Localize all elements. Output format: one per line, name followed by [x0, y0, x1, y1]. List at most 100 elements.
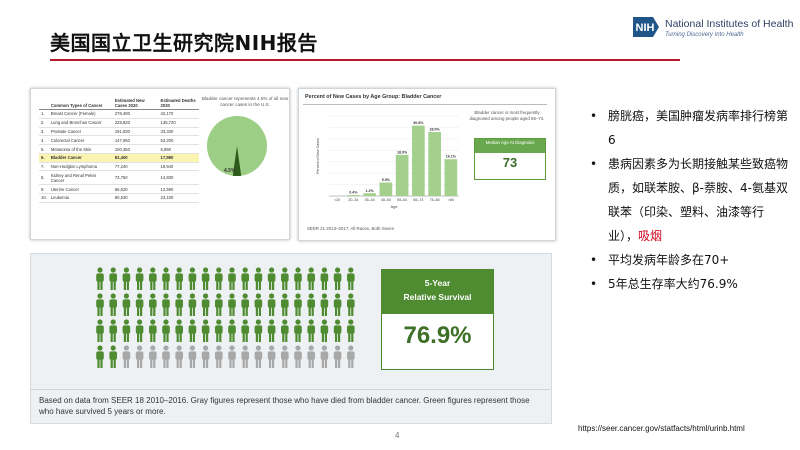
person-icon — [228, 293, 236, 316]
table-row: 1. Breast Cancer (Female) 276,480 42,170 — [39, 109, 199, 119]
person-icon — [109, 345, 117, 368]
table-header-row: Common Types of Cancer Estimated New Cas… — [39, 97, 199, 110]
table-header-type: Common Types of Cancer — [48, 97, 113, 110]
nih-logo-mark-icon: NIH — [633, 17, 659, 37]
slide-title: 美国国立卫生研究院NIH报告 — [50, 31, 318, 55]
person-icon — [96, 267, 104, 290]
person-icon — [188, 345, 197, 368]
table-header-cases: Estimated New Cases 2020 — [112, 97, 159, 110]
table-cell-rank: 7. — [39, 162, 49, 172]
person-icon — [122, 293, 131, 316]
person-icon — [307, 293, 315, 316]
bar-7 — [444, 159, 458, 196]
person-icon — [241, 293, 249, 316]
x-tick-label: 55–64 — [397, 198, 407, 202]
person-icon — [122, 267, 131, 290]
x-tick-label: >84 — [448, 198, 454, 202]
table-cell-rank: 8. — [39, 170, 49, 186]
bar-1 — [347, 195, 360, 196]
table-cell-deaths: 53,200 — [158, 135, 199, 146]
person-icon — [347, 293, 355, 316]
person-icon — [162, 345, 170, 368]
table-cell-rank: 4. — [39, 135, 49, 146]
table-cell-type: Prostate Cancer — [48, 127, 113, 137]
person-icon — [175, 293, 183, 316]
table-cell-deaths: 19,940 — [158, 162, 199, 172]
common-cancers-table: Common Types of Cancer Estimated New Cas… — [39, 97, 199, 203]
person-icon — [267, 345, 276, 368]
person-icon — [162, 267, 170, 290]
bullet-item: 平均发病年龄多在70+ — [588, 248, 788, 272]
person-icon — [149, 345, 157, 368]
person-icon — [135, 267, 144, 290]
person-icon — [188, 293, 197, 316]
person-icon — [188, 319, 197, 342]
bar-value-label: 5.9% — [382, 178, 391, 182]
table-cell-rank: 5. — [39, 144, 49, 154]
table-row: 5. Melanoma of the Skin 100,350 6,850 — [39, 144, 199, 154]
table-cell-rank: 6. — [39, 153, 49, 163]
bar-value-label: 16.1% — [446, 155, 457, 159]
survival-label-relative: Relative Survival — [403, 292, 472, 302]
bar-6 — [428, 132, 441, 196]
table-cell-cases: 228,820 — [112, 118, 159, 128]
person-icon — [267, 293, 276, 316]
table-cell-type: Uterine Cancer — [48, 184, 113, 195]
person-icon — [188, 267, 197, 290]
x-tick-label: 20–34 — [348, 198, 358, 202]
survival-stat-box: 5-Year Relative Survival 76.9% — [381, 269, 494, 370]
person-icon — [109, 293, 117, 316]
person-icon — [281, 267, 289, 290]
table-body: 1. Breast Cancer (Female) 276,480 42,170 2. L… — [39, 109, 199, 203]
title-underline — [50, 59, 680, 61]
person-icon — [241, 319, 249, 342]
table-cell-rank: 2. — [39, 118, 49, 128]
table-cell-rank: 1. — [39, 109, 49, 119]
bar-value-label: 28.0% — [430, 128, 441, 132]
table-cell-type: Kidney and Renal Pelvis Cancer — [48, 170, 113, 186]
table-row: 3. Prostate Cancer 191,930 33,330 — [39, 127, 199, 137]
nih-logo-mark-text: NIH — [636, 22, 655, 34]
person-icon — [201, 267, 210, 290]
table-cell-rank: 9. — [39, 184, 49, 195]
bar-value-label: 1.2% — [366, 189, 375, 193]
person-icon — [175, 267, 183, 290]
person-icon — [149, 319, 157, 342]
survival-label-years: 5-Year — [424, 278, 451, 288]
person-icon — [254, 319, 263, 342]
pie-slice-bladder — [232, 146, 242, 176]
person-icon — [294, 293, 302, 316]
person-icon — [162, 319, 170, 342]
age-group-chart-panel — [298, 88, 556, 241]
person-icon — [254, 345, 263, 368]
person-icon — [96, 319, 104, 342]
nih-logo: NIH National Institutes of Health Turnin… — [633, 12, 793, 46]
table-cell-deaths: 12,590 — [158, 184, 199, 195]
bar-value-label: 30.8% — [413, 121, 424, 125]
pie-percent-label: 4.5% — [224, 168, 236, 174]
table-cell-rank: 3. — [39, 127, 49, 137]
person-icon — [254, 267, 263, 290]
person-icon — [201, 293, 210, 316]
table-cell-type: Colorectal Cancer — [48, 135, 113, 146]
person-icon — [215, 319, 223, 342]
person-icon — [96, 345, 104, 368]
bullet-text: 膀胱癌，美国肿瘤发病率排行榜第6 — [608, 109, 789, 147]
person-icon — [320, 267, 329, 290]
bullet-item: 患病因素多为长期接触某些致癌物质，如联苯胺、β-萘胺、4-氨基双联苯（印染、塑料… — [588, 152, 788, 248]
person-icon — [294, 267, 302, 290]
age-side-note: Bladder cancer is most frequently diagno… — [469, 110, 545, 121]
x-tick-label: 75–84 — [430, 198, 440, 202]
table-cell-rank: 10. — [39, 193, 49, 203]
table-cell-cases: 65,620 — [112, 184, 159, 195]
x-tick-label: 35–44 — [365, 198, 375, 202]
person-icon — [135, 293, 144, 316]
table-row: 9. Uterine Cancer 65,620 12,590 — [39, 184, 199, 195]
person-icon — [281, 319, 289, 342]
person-icon — [175, 345, 183, 368]
x-tick-label: 45–54 — [381, 198, 391, 202]
chart-source: SEER 21 2013–2017, All Races, Both Sexes — [307, 226, 394, 231]
person-icon — [333, 319, 342, 342]
person-icon — [201, 345, 210, 368]
person-icon — [135, 319, 144, 342]
